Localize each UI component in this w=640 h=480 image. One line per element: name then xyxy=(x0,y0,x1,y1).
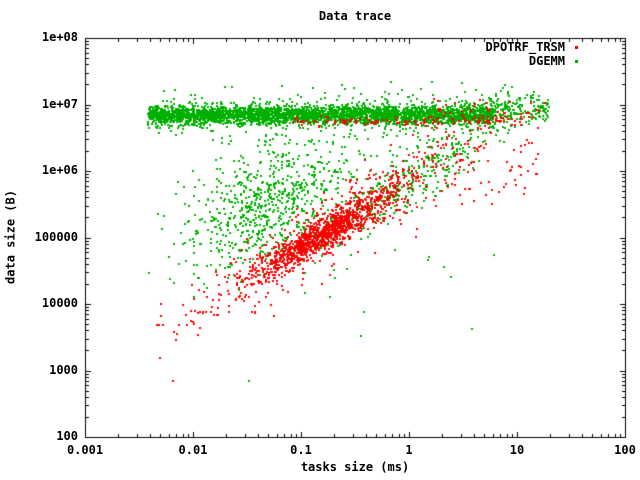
x-tick-label: 0.01 xyxy=(178,443,208,457)
legend-marker-dpotrf-trsm xyxy=(575,45,578,49)
y-tick-label: 1000 xyxy=(49,363,78,377)
legend: DPOTRF_TRSM DGEMM xyxy=(420,40,580,68)
y-tick-label: 100000 xyxy=(34,230,78,244)
y-axis-label: data size (B) xyxy=(3,190,18,284)
x-tick-label: 10 xyxy=(509,443,525,457)
y-tick-label: 10000 xyxy=(41,296,78,310)
y-tick-label: 100 xyxy=(56,429,78,443)
legend-label-dpotrf-trsm: DPOTRF_TRSM xyxy=(485,40,565,54)
chart-title: Data trace xyxy=(318,9,392,23)
legend-item-dgemm: DGEMM xyxy=(420,54,580,68)
x-tick-label: 0.1 xyxy=(290,443,312,457)
x-axis-label: tasks size (ms) xyxy=(300,460,410,474)
legend-marker-dgemm xyxy=(575,59,578,63)
y-tick-label: 1e+07 xyxy=(41,97,78,111)
x-tick-label: 100 xyxy=(614,443,636,457)
legend-item-dpotrf-trsm: DPOTRF_TRSM xyxy=(420,40,580,54)
y-tick-label: 1e+08 xyxy=(41,30,78,44)
legend-label-dgemm: DGEMM xyxy=(528,54,565,68)
x-tick-label: 0.001 xyxy=(66,443,104,457)
y-tick-label: 1e+06 xyxy=(41,163,78,177)
x-tick-label: 1 xyxy=(405,443,413,457)
